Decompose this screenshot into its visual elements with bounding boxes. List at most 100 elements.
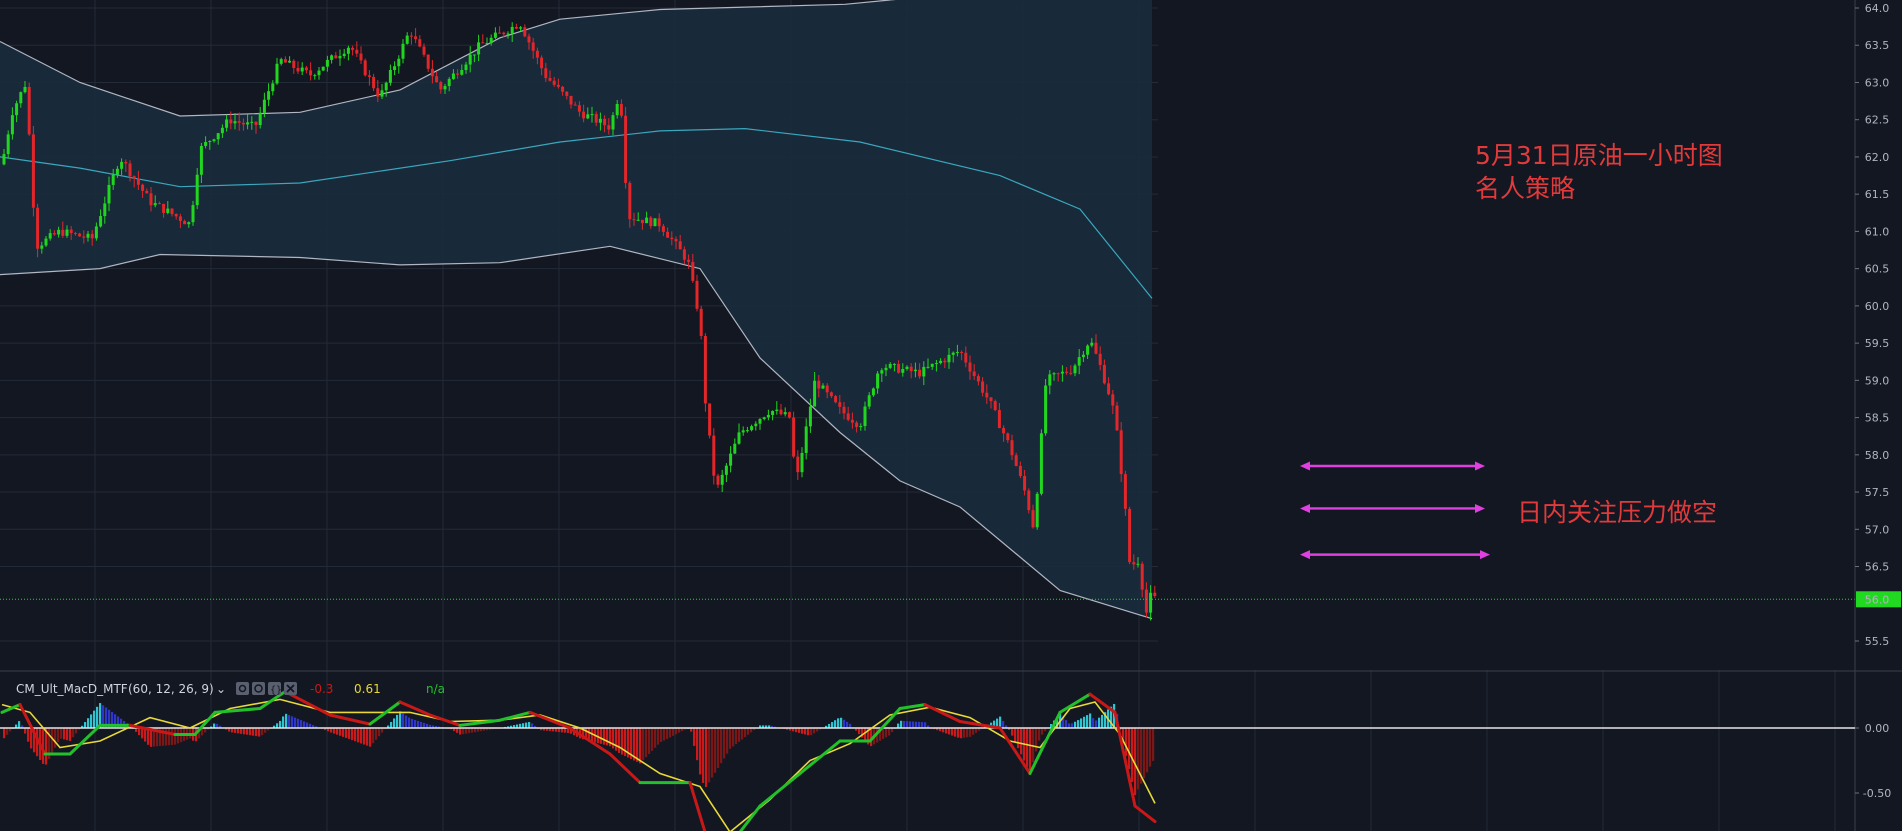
macd-histogram-bar [420, 721, 423, 728]
candle-body [699, 308, 703, 336]
macd-histogram-bar [882, 728, 885, 740]
macd-histogram-bar [954, 728, 957, 737]
candle-body [1136, 563, 1140, 565]
macd-histogram-bar [78, 728, 81, 730]
macd-histogram-bar [108, 709, 111, 728]
macd-histogram-bar [528, 721, 531, 728]
candle-body [195, 174, 199, 206]
candle-body [909, 366, 913, 372]
candle-body [813, 380, 817, 407]
candle-body [162, 203, 166, 213]
macd-line-segment [608, 752, 642, 785]
candle-body [1098, 353, 1102, 365]
macd-line-segment [193, 710, 217, 736]
candle-body [174, 213, 178, 217]
candle-body [691, 261, 695, 281]
candle-body [1014, 455, 1018, 466]
candle-body [1002, 428, 1006, 434]
candle-body [477, 42, 481, 55]
candle-body [800, 452, 804, 473]
macd-histogram-bar [1032, 728, 1035, 763]
macd-line-segment [428, 713, 462, 727]
macd-histogram-bar [489, 728, 492, 730]
macd-histogram-bar [927, 725, 930, 728]
candle-body [607, 125, 611, 130]
price-tick-label: 63.5 [1865, 39, 1890, 52]
candle-body [187, 222, 191, 225]
eye-icon[interactable] [236, 682, 249, 695]
macd-histogram-bar [1002, 721, 1005, 728]
candle-body [1140, 563, 1144, 590]
candle-body [855, 422, 859, 427]
candle-body [57, 229, 61, 235]
macd-histogram-bar [369, 728, 372, 747]
candle-body [86, 233, 90, 238]
macd-histogram-bar [675, 728, 678, 735]
candle-body [1056, 373, 1060, 375]
macd-histogram-bar [63, 728, 66, 740]
macd-histogram-bar [111, 712, 114, 728]
candle-body [670, 237, 674, 240]
candle-body [338, 56, 342, 59]
macd-histogram-bar [891, 728, 894, 733]
macd-histogram-bar [432, 725, 435, 728]
macd-histogram-bar [114, 714, 117, 728]
candle-body [519, 27, 523, 29]
braces-icon[interactable] [268, 682, 281, 695]
candle-body [1119, 430, 1123, 475]
macd-pane [0, 690, 1855, 831]
arrow-head-left [1300, 461, 1310, 471]
candle-body [250, 121, 254, 123]
candle-body [19, 92, 23, 104]
indicator-params: (60, 12, 26, 9) [128, 682, 214, 696]
macd-value: -0.3 [310, 682, 333, 696]
candle-body [233, 121, 237, 124]
candle-body [27, 86, 31, 135]
candle-body [829, 392, 833, 397]
candle-body [636, 219, 640, 221]
macd-histogram-bar [465, 728, 468, 734]
candle-body [561, 86, 565, 92]
candle-body [897, 363, 901, 373]
candle-body [775, 409, 779, 412]
candle-body [989, 397, 993, 402]
macd-histogram-bar [99, 703, 102, 728]
candle-body [964, 352, 968, 363]
macd-histogram-bar [549, 728, 552, 732]
candle-body [993, 401, 997, 411]
macd-histogram-bar [468, 728, 471, 734]
candle-body [489, 37, 493, 44]
macd-histogram-bar [828, 723, 831, 728]
macd-histogram-bar [426, 723, 429, 728]
macd-histogram-bar [1152, 728, 1155, 761]
candle-body [619, 103, 623, 116]
macd-histogram-bar [423, 722, 426, 728]
gear-icon[interactable] [252, 682, 265, 695]
candle-body [414, 36, 418, 40]
candle-body [556, 84, 560, 87]
macd-histogram-bar [657, 728, 660, 745]
macd-histogram-bar [57, 728, 60, 743]
macd-histogram-bar [144, 728, 147, 742]
candle-body [783, 412, 787, 415]
chevron-down-icon[interactable]: ⌄ [216, 682, 226, 696]
macd-histogram-bar [1065, 720, 1068, 728]
macd-histogram-bar [972, 728, 975, 735]
macd-histogram-bar [834, 720, 837, 728]
macd-histogram-bar [216, 723, 219, 728]
candle-body [687, 259, 691, 262]
candle-body [456, 73, 460, 75]
macd-histogram-bar [198, 728, 201, 739]
macd-histogram-bar [231, 728, 234, 733]
macd-histogram-bar [552, 728, 555, 732]
candle-body [48, 233, 52, 239]
candle-body [115, 168, 119, 175]
macd-histogram-bar [723, 728, 726, 759]
macd-histogram-bar [150, 728, 153, 747]
macd-histogram-bar [642, 728, 645, 761]
macd-histogram-bar [435, 726, 438, 728]
macd-histogram-bar [609, 728, 612, 747]
candle-body [157, 203, 161, 205]
candle-body [1048, 374, 1052, 386]
